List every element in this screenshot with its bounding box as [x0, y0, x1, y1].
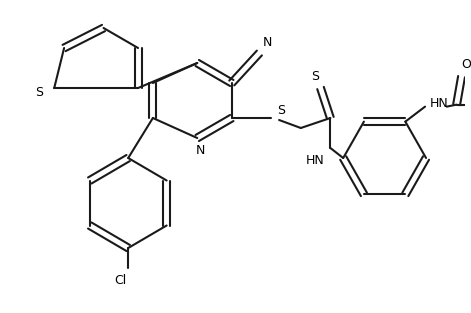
Text: S: S [35, 86, 43, 100]
Text: Cl: Cl [114, 274, 126, 286]
Text: N: N [262, 37, 272, 49]
Text: N: N [195, 143, 205, 156]
Text: HN: HN [430, 97, 448, 110]
Text: HN: HN [306, 153, 325, 167]
Text: S: S [312, 69, 320, 83]
Text: S: S [277, 104, 285, 116]
Text: O: O [462, 58, 471, 71]
